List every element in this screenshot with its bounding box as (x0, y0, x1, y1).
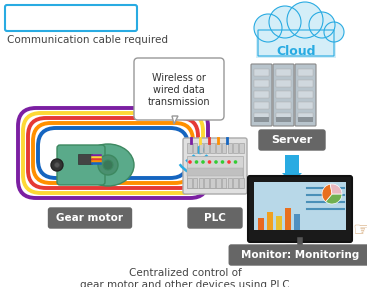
Bar (193, 143, 197, 153)
Bar (239, 178, 244, 188)
Circle shape (287, 2, 323, 38)
Bar (298, 80, 313, 87)
Bar (199, 178, 203, 188)
Bar (254, 69, 269, 76)
Bar (276, 216, 282, 230)
FancyBboxPatch shape (229, 245, 367, 265)
Text: Cloud: Cloud (276, 45, 316, 58)
Text: ☞: ☞ (352, 220, 367, 239)
FancyBboxPatch shape (251, 64, 272, 126)
Bar (298, 91, 313, 98)
Ellipse shape (98, 155, 118, 175)
Bar (276, 113, 291, 120)
Circle shape (309, 12, 335, 38)
Ellipse shape (51, 159, 63, 171)
FancyBboxPatch shape (273, 64, 294, 126)
Bar (204, 143, 209, 153)
Bar (276, 102, 291, 109)
Wedge shape (326, 194, 342, 204)
Circle shape (195, 160, 198, 164)
Circle shape (208, 160, 211, 164)
Bar (216, 178, 221, 188)
Circle shape (188, 160, 192, 164)
Bar (298, 113, 313, 120)
FancyBboxPatch shape (259, 130, 325, 150)
Bar (276, 80, 291, 87)
FancyBboxPatch shape (248, 176, 352, 242)
FancyBboxPatch shape (5, 5, 137, 31)
Bar (276, 91, 291, 98)
Text: Communication cable required: Communication cable required (7, 35, 168, 45)
Ellipse shape (103, 160, 113, 170)
FancyBboxPatch shape (256, 28, 336, 58)
Text: PLC: PLC (204, 213, 226, 223)
FancyArrow shape (282, 155, 302, 183)
Text: Centralized control of
gear motor and other devices using PLC: Centralized control of gear motor and ot… (80, 268, 290, 287)
Circle shape (214, 160, 218, 164)
Bar (254, 113, 269, 120)
Wedge shape (330, 184, 342, 194)
Circle shape (221, 160, 224, 164)
Bar (276, 117, 291, 122)
Bar (233, 143, 238, 153)
Bar (254, 80, 269, 87)
Text: Server: Server (271, 135, 313, 145)
Bar (222, 143, 226, 153)
Circle shape (196, 146, 203, 154)
Bar (298, 69, 313, 76)
FancyBboxPatch shape (48, 208, 131, 228)
Circle shape (227, 160, 231, 164)
Circle shape (234, 160, 237, 164)
Ellipse shape (55, 162, 59, 168)
Circle shape (201, 160, 205, 164)
FancyBboxPatch shape (187, 156, 243, 188)
Bar (298, 102, 313, 109)
Bar (222, 178, 226, 188)
Bar (254, 117, 269, 122)
Wedge shape (179, 164, 221, 176)
FancyBboxPatch shape (134, 58, 224, 120)
Bar (187, 168, 243, 176)
Wedge shape (192, 154, 208, 160)
Bar (187, 143, 192, 153)
FancyBboxPatch shape (188, 208, 242, 228)
Bar (298, 117, 313, 122)
Bar (187, 178, 192, 188)
Text: Gear motor: Gear motor (57, 213, 124, 223)
Bar (204, 178, 209, 188)
Bar (285, 208, 291, 230)
Bar (254, 91, 269, 98)
Polygon shape (172, 116, 178, 124)
Bar (294, 214, 300, 230)
FancyBboxPatch shape (78, 154, 92, 164)
Bar (267, 212, 273, 230)
Bar (193, 178, 197, 188)
Bar (276, 69, 291, 76)
Bar (233, 178, 238, 188)
Bar (216, 143, 221, 153)
Bar (210, 143, 215, 153)
Bar (199, 143, 203, 153)
Circle shape (324, 22, 344, 42)
Text: Wireless or
wired data
transmission: Wireless or wired data transmission (148, 73, 210, 106)
Circle shape (254, 14, 282, 42)
Circle shape (269, 6, 301, 38)
Ellipse shape (82, 144, 134, 186)
Text: Connection to PLC: Connection to PLC (7, 13, 135, 26)
Bar (228, 178, 232, 188)
FancyBboxPatch shape (57, 145, 105, 185)
Text: Monitor: Monitoring: Monitor: Monitoring (241, 250, 359, 260)
FancyBboxPatch shape (295, 64, 316, 126)
Bar (254, 102, 269, 109)
Bar (258, 218, 264, 230)
Wedge shape (185, 159, 215, 168)
Bar (239, 143, 244, 153)
FancyBboxPatch shape (183, 138, 247, 194)
Bar (210, 178, 215, 188)
Bar (254, 182, 346, 230)
Bar (228, 143, 232, 153)
Wedge shape (322, 184, 332, 202)
